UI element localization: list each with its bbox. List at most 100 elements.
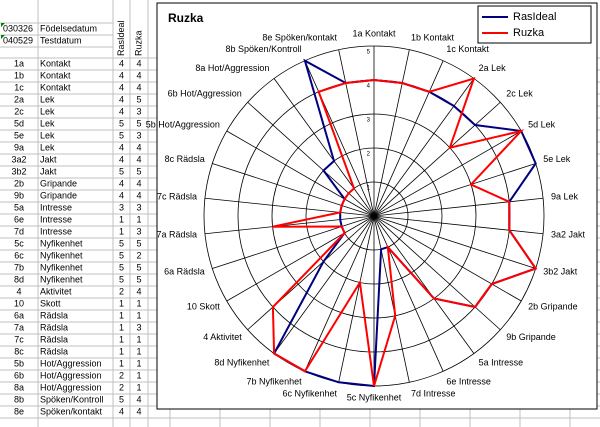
row-label: Hot/Aggression: [40, 382, 102, 392]
row-label: Lek: [40, 106, 55, 116]
ruzka-value: 1: [136, 334, 141, 344]
spoke: [338, 215, 375, 383]
rasideal-value: 1: [119, 226, 124, 236]
row-label: Intresse: [40, 226, 72, 236]
legend-label: RasIdeal: [513, 11, 556, 23]
row-code: 3a2: [11, 154, 26, 164]
row-label: Lek: [40, 130, 55, 140]
ruzka-value: 3: [136, 106, 141, 116]
row-code: 1c: [14, 82, 24, 92]
row-code: 2a: [14, 94, 24, 104]
spoke: [226, 130, 375, 217]
rasideal-value: 4: [119, 190, 124, 200]
axis-label: 1b Kontakt: [411, 32, 455, 42]
spoke: [373, 215, 501, 331]
column-header: RasIdeal: [116, 20, 126, 56]
axis-label: 8c Rädsla: [165, 154, 205, 164]
axis-label: 10 Skott: [187, 301, 221, 311]
row-code: 6b: [14, 370, 24, 380]
rasideal-value: 4: [119, 406, 124, 416]
rasideal-value: 1: [119, 346, 124, 356]
radial-tick-label: 4: [367, 84, 371, 90]
ruzka-value: 2: [136, 250, 141, 260]
rasideal-value: 4: [119, 94, 124, 104]
axis-label: 2a Lek: [479, 63, 507, 73]
row-label: Lek: [40, 118, 55, 128]
spoke: [373, 215, 522, 302]
radial-tick-label: 3: [367, 118, 371, 124]
spoke: [212, 163, 375, 217]
rasideal-value: 5: [119, 238, 124, 248]
ruzka-value: 5: [136, 262, 141, 272]
rasideal-value: 5: [119, 274, 124, 284]
row-code: 5c: [14, 238, 24, 248]
row-code: 7a: [14, 322, 24, 332]
rasideal-value: 5: [119, 394, 124, 404]
spoke: [373, 215, 444, 372]
axis-label: 9a Lek: [551, 191, 579, 201]
row-code: 5e: [14, 130, 24, 140]
spoke: [273, 78, 375, 217]
rasideal-value: 5: [119, 118, 124, 128]
spoke: [247, 101, 375, 217]
row-label: Intresse: [40, 202, 72, 212]
row-code: 3b2: [11, 166, 26, 176]
row-code: 1b: [14, 70, 24, 80]
spoke: [304, 215, 375, 372]
axis-label: 6c Nyfikenhet: [282, 388, 337, 398]
row-code: 8c: [14, 346, 24, 356]
series-line: [271, 76, 538, 387]
data-table: 030326 Födelsedatum 040529 Testdatum RasIdea…: [1, 20, 143, 416]
row-label: Kontakt: [40, 70, 71, 80]
ruzka-value: 4: [136, 58, 141, 68]
axis-label: 9b Gripande: [506, 332, 556, 342]
rasideal-value: 5: [119, 166, 124, 176]
row-label: Rädsla: [40, 346, 68, 356]
error-indicator: [1, 23, 5, 27]
axis-label: 3b2 Jakt: [543, 267, 578, 277]
ruzka-value: 3: [136, 226, 141, 236]
row-code: 5b: [14, 358, 24, 368]
row-label: Skott: [40, 298, 61, 308]
ruzka-value: 3: [136, 130, 141, 140]
row-label: Gripande: [40, 178, 77, 188]
row-label: Nyfikenhet: [40, 238, 83, 248]
rasideal-value: 4: [119, 82, 124, 92]
legend-box: [477, 5, 592, 44]
ruzka-value: 1: [136, 370, 141, 380]
radial-tick-label: 1: [367, 186, 371, 192]
rasideal-value: 4: [119, 178, 124, 188]
spoke: [204, 197, 375, 217]
axis-label: 8d Nyfikenhet: [214, 358, 270, 368]
info-code: 040529: [3, 35, 33, 45]
ruzka-value: 4: [136, 154, 141, 164]
row-code: 8d: [14, 274, 24, 284]
row-label: Aktivitet: [40, 286, 72, 296]
row-label: Nyfikenhet: [40, 274, 83, 284]
spoke: [373, 101, 501, 217]
ruzka-value: 5: [136, 238, 141, 248]
axis-label: 7d Intresse: [411, 388, 456, 398]
rasideal-value: 2: [119, 286, 124, 296]
info-code: 030326: [3, 23, 33, 33]
rasideal-value: 1: [119, 298, 124, 308]
rasideal-value: 1: [119, 214, 124, 224]
radial-tick-label: 5: [367, 50, 371, 56]
axis-label: 8e Spöken/kontakt: [262, 32, 337, 42]
row-label: Hot/Aggression: [40, 358, 102, 368]
spoke: [373, 163, 536, 217]
ruzka-value: 5: [136, 118, 141, 128]
axis-label: 5d Lek: [528, 119, 556, 129]
axis-label: 6b Hot/Aggression: [168, 89, 242, 99]
rasideal-value: 4: [119, 106, 124, 116]
spoke: [226, 215, 375, 302]
axis-label: 8a Hot/Aggression: [195, 63, 269, 73]
row-label: Intresse: [40, 214, 72, 224]
row-code: 10: [14, 298, 24, 308]
rasideal-value: 1: [119, 358, 124, 368]
row-code: 7c: [14, 334, 24, 344]
ruzka-value: 4: [136, 190, 141, 200]
row-code: 8b: [14, 394, 24, 404]
ruzka-value: 5: [136, 94, 141, 104]
